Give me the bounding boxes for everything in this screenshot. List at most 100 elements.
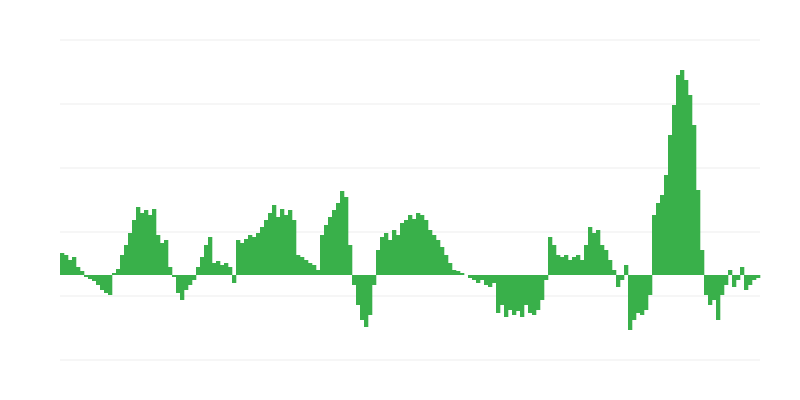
bar: [296, 255, 301, 275]
bar: [380, 237, 385, 275]
bar: [152, 209, 157, 275]
bar: [268, 213, 273, 275]
bar: [212, 263, 217, 275]
bar: [72, 257, 77, 275]
bar: [684, 80, 689, 275]
bar: [700, 250, 705, 275]
bar: [556, 255, 561, 275]
bar: [480, 275, 485, 280]
bar: [300, 257, 305, 275]
bar: [64, 255, 69, 275]
bar: [352, 275, 357, 285]
bar: [292, 220, 297, 275]
bar: [736, 275, 741, 280]
bar: [192, 275, 197, 280]
bar: [284, 215, 289, 275]
bar: [732, 275, 737, 287]
bar: [336, 203, 341, 275]
bar: [100, 275, 105, 290]
bar: [308, 263, 313, 275]
bar: [320, 235, 325, 275]
bar: [140, 213, 145, 275]
bar: [752, 275, 757, 280]
bar: [432, 235, 437, 275]
bar: [620, 275, 625, 280]
bar: [92, 275, 97, 281]
bar: [548, 237, 553, 275]
bar: [632, 275, 637, 320]
bar: [696, 190, 701, 275]
bar: [60, 253, 65, 275]
bar: [260, 227, 265, 275]
bar: [348, 245, 353, 275]
bar: [112, 273, 117, 275]
bar: [136, 207, 141, 275]
bar: [552, 245, 557, 275]
bar: [96, 275, 101, 285]
bar: [252, 237, 257, 275]
bar: [596, 230, 601, 275]
bar: [568, 260, 573, 275]
bar: [84, 275, 89, 277]
bar: [332, 210, 337, 275]
bar: [628, 275, 633, 330]
bar: [204, 245, 209, 275]
bar: [728, 270, 733, 275]
bar: [744, 275, 749, 290]
bar: [484, 275, 489, 285]
bar: [724, 275, 729, 285]
bar: [644, 275, 649, 310]
bar: [280, 209, 285, 275]
bar: [88, 275, 93, 279]
bar: [460, 273, 465, 275]
bar: [164, 240, 169, 275]
bar: [508, 275, 513, 310]
bar: [392, 230, 397, 275]
bar: [720, 275, 725, 295]
bar: [236, 240, 241, 275]
bar: [544, 275, 549, 280]
bar: [116, 269, 121, 275]
bar: [536, 275, 541, 310]
bar: [76, 267, 81, 275]
bar: [188, 275, 193, 285]
bar: [512, 275, 517, 315]
bar: [476, 275, 481, 283]
bar: [648, 275, 653, 295]
bar: [504, 275, 509, 317]
bar: [304, 260, 309, 275]
bar: [472, 275, 477, 280]
bar: [108, 275, 113, 295]
bar: [356, 275, 361, 305]
bar: [128, 233, 133, 275]
bar: [144, 210, 149, 275]
bar: [208, 237, 213, 275]
bar: [180, 275, 185, 300]
bar: [344, 197, 349, 275]
bar: [636, 275, 641, 313]
bar: [468, 275, 473, 278]
bar: [384, 233, 389, 275]
bar: [160, 243, 165, 275]
bar: [540, 275, 545, 300]
bar: [448, 263, 453, 275]
bar: [68, 260, 73, 275]
bar: [104, 275, 109, 293]
bar: [328, 217, 333, 275]
bar: [580, 260, 585, 275]
bar: [532, 275, 537, 315]
bar: [172, 275, 177, 277]
bar: [220, 265, 225, 275]
bar: [496, 275, 501, 313]
bar: [444, 255, 449, 275]
bar: [520, 275, 525, 317]
bar: [600, 245, 605, 275]
bar: [148, 215, 153, 275]
bar: [176, 275, 181, 293]
bar: [564, 255, 569, 275]
bar: [572, 257, 577, 275]
bar: [244, 239, 249, 275]
bar: [420, 215, 425, 275]
bar: [664, 175, 669, 275]
